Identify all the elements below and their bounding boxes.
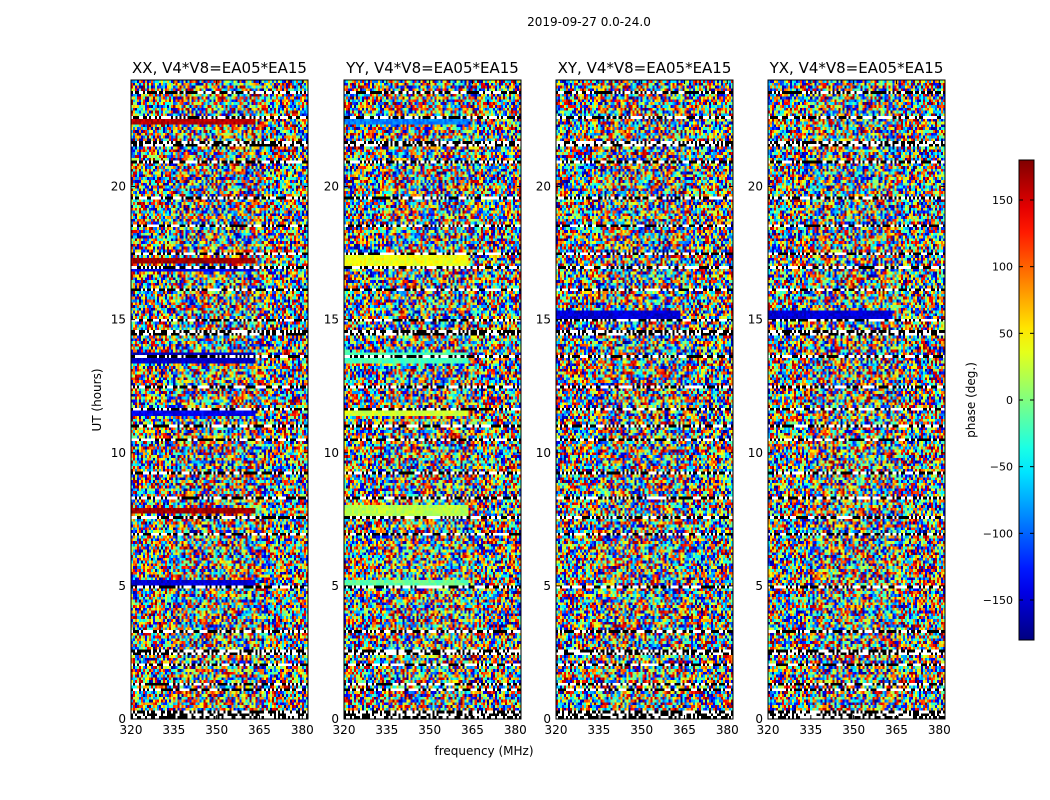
x-axis-label: frequency (MHz) (434, 744, 533, 758)
panel-title-2: XY, V4*V8=EA05*EA15 (558, 59, 732, 77)
x-tick-label-2-1: 335 (587, 723, 610, 737)
y-tick-label-0-3: 15 (111, 313, 126, 327)
heatmap-image-2 (556, 80, 733, 719)
y-tick-label-3-3: 15 (748, 313, 763, 327)
y-tick-label-3-0: 0 (755, 712, 763, 726)
x-tick-label-2-4: 380 (716, 723, 739, 737)
y-tick-label-1-2: 10 (324, 446, 339, 460)
heatmap-image-1 (344, 80, 521, 719)
panel-3: YX, V4*V8=EA05*EA15 320 335 350 365 380 0 5 10 15… (748, 59, 951, 737)
x-tick-label-1-0: 320 (333, 723, 356, 737)
colorbar-tick-label-3: 0 (1006, 394, 1013, 407)
colorbar-tick-label-4: −50 (990, 461, 1013, 474)
x-tick-label-1-3: 365 (461, 723, 484, 737)
x-tick-label-3-1: 335 (799, 723, 822, 737)
panel-frame-0 (130, 79, 309, 720)
panel-frame-3 (767, 79, 946, 720)
panel-0: XX, V4*V8=EA05*EA15 320 335 350 365 380 0 5 10 15… (111, 59, 314, 737)
y-tick-label-3-2: 10 (748, 446, 763, 460)
panel-frame-1 (343, 79, 522, 720)
x-tick-label-1-2: 350 (418, 723, 441, 737)
x-tick-label-2-2: 350 (630, 723, 653, 737)
x-tick-label-0-1: 335 (162, 723, 185, 737)
y-tick-label-2-3: 15 (536, 313, 551, 327)
x-tick-label-3-2: 350 (842, 723, 865, 737)
colorbar-tick-label-1: 100 (992, 261, 1013, 274)
heatmap-image-0 (131, 80, 308, 719)
colorbar-tick-label-6: −150 (983, 594, 1013, 607)
y-tick-label-0-4: 20 (111, 180, 126, 194)
x-tick-label-3-3: 365 (885, 723, 908, 737)
y-tick-label-2-0: 0 (543, 712, 551, 726)
heatmap-image-3 (768, 80, 945, 719)
colorbar: 150 100 50 0 −50 −100 −150 (983, 159, 1035, 641)
y-tick-label-3-1: 5 (755, 579, 763, 593)
panel-title-1: YY, V4*V8=EA05*EA15 (345, 59, 519, 77)
x-tick-label-0-4: 380 (291, 723, 314, 737)
y-tick-label-2-4: 20 (536, 180, 551, 194)
y-tick-label-1-1: 5 (331, 579, 339, 593)
colorbar-tick-label-2: 50 (999, 327, 1013, 340)
panel-1: YY, V4*V8=EA05*EA15 320 335 350 365 380 0 5 10 15… (324, 59, 527, 737)
panel-title-0: XX, V4*V8=EA05*EA15 (132, 59, 307, 77)
x-tick-label-0-0: 320 (120, 723, 143, 737)
y-tick-label-2-1: 5 (543, 579, 551, 593)
x-tick-label-3-0: 320 (757, 723, 780, 737)
x-tick-label-2-0: 320 (545, 723, 568, 737)
colorbar-label: phase (deg.) (964, 362, 978, 438)
panels-group: XX, V4*V8=EA05*EA15 320 335 350 365 380 0 5 10 15… (111, 59, 951, 737)
y-tick-label-3-4: 20 (748, 180, 763, 194)
x-tick-label-3-4: 380 (928, 723, 951, 737)
y-tick-label-0-1: 5 (118, 579, 126, 593)
panel-title-3: YX, V4*V8=EA05*EA15 (769, 59, 944, 77)
x-tick-label-1-4: 380 (504, 723, 527, 737)
y-tick-label-1-3: 15 (324, 313, 339, 327)
x-tick-label-0-3: 365 (248, 723, 271, 737)
y-tick-label-0-2: 10 (111, 446, 126, 460)
panel-2: XY, V4*V8=EA05*EA15 320 335 350 365 380 0 5 10 15… (536, 59, 739, 737)
y-tick-label-0-0: 0 (118, 712, 126, 726)
colorbar-tick-label-5: −100 (983, 527, 1013, 540)
y-tick-label-1-0: 0 (331, 712, 339, 726)
chart-suptitle: 2019-09-27 0.0-24.0 (527, 15, 651, 29)
x-tick-label-1-1: 335 (375, 723, 398, 737)
colorbar-tick-label-0: 150 (992, 194, 1013, 207)
panel-frame-2 (555, 79, 734, 720)
y-tick-label-2-2: 10 (536, 446, 551, 460)
x-tick-label-2-3: 365 (673, 723, 696, 737)
y-tick-label-1-4: 20 (324, 180, 339, 194)
y-axis-label: UT (hours) (90, 368, 104, 431)
x-tick-label-0-2: 350 (205, 723, 228, 737)
